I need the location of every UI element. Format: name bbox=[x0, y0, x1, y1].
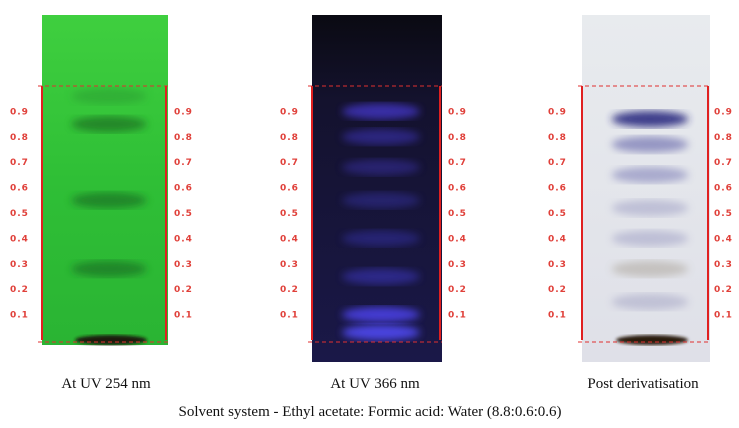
rf-label: 0.9 bbox=[280, 107, 299, 117]
rf-label: 0.6 bbox=[280, 184, 299, 194]
rf-label: 0.3 bbox=[714, 260, 733, 270]
plate bbox=[582, 15, 710, 362]
rf-label: 0.7 bbox=[174, 158, 193, 168]
band bbox=[342, 307, 420, 323]
band bbox=[342, 159, 420, 175]
band bbox=[71, 192, 147, 208]
rf-label: 0.4 bbox=[280, 234, 299, 244]
band bbox=[342, 324, 420, 340]
rf-label: 0.6 bbox=[548, 184, 567, 194]
rf-label: 0.2 bbox=[448, 285, 467, 295]
rf-label: 0.8 bbox=[10, 133, 29, 143]
figure: 0.1 0.1 0.2 0.2 0.3 0.3 0.4 0.4 0.5 0.5 0.6 0.6 0.7 0… bbox=[0, 0, 739, 428]
plate-caption: At UV 366 nm bbox=[330, 376, 420, 392]
plate-caption: Post derivatisation bbox=[587, 376, 699, 392]
band bbox=[342, 269, 420, 285]
rf-label: 0.6 bbox=[714, 184, 733, 194]
rf-label: 0.1 bbox=[10, 311, 29, 321]
rf-label: 0.8 bbox=[448, 133, 467, 143]
rf-label: 0.1 bbox=[448, 311, 467, 321]
band bbox=[612, 294, 689, 310]
rf-label: 0.8 bbox=[280, 133, 299, 143]
band bbox=[342, 192, 420, 208]
rf-label: 0.5 bbox=[448, 209, 467, 219]
rf-label: 0.5 bbox=[714, 209, 733, 219]
band bbox=[342, 230, 420, 246]
band bbox=[71, 261, 147, 277]
band bbox=[71, 88, 147, 104]
rf-label: 0.5 bbox=[174, 209, 193, 219]
origin-spot bbox=[616, 335, 688, 345]
rf-label: 0.7 bbox=[280, 158, 299, 168]
band bbox=[612, 200, 689, 216]
origin-spot bbox=[75, 335, 147, 345]
rf-label: 0.2 bbox=[280, 285, 299, 295]
rf-label: 0.3 bbox=[10, 260, 29, 270]
rf-label: 0.3 bbox=[548, 260, 567, 270]
rf-label: 0.4 bbox=[548, 234, 567, 244]
band bbox=[612, 167, 689, 183]
rf-label: 0.8 bbox=[174, 133, 193, 143]
rf-label: 0.3 bbox=[448, 260, 467, 270]
band bbox=[612, 230, 689, 246]
rf-label: 0.1 bbox=[714, 311, 733, 321]
rf-label: 0.5 bbox=[548, 209, 567, 219]
rf-label: 0.2 bbox=[174, 285, 193, 295]
rf-label: 0.9 bbox=[174, 107, 193, 117]
rf-label: 0.7 bbox=[10, 158, 29, 168]
rf-label: 0.1 bbox=[280, 311, 299, 321]
rf-label: 0.4 bbox=[714, 234, 733, 244]
rf-label: 0.3 bbox=[174, 260, 193, 270]
rf-label: 0.4 bbox=[448, 234, 467, 244]
rf-label: 0.1 bbox=[174, 311, 193, 321]
rf-label: 0.7 bbox=[448, 158, 467, 168]
rf-label: 0.9 bbox=[548, 107, 567, 117]
rf-label: 0.7 bbox=[714, 158, 733, 168]
band bbox=[342, 103, 420, 119]
rf-label: 0.9 bbox=[448, 107, 467, 117]
rf-label: 0.4 bbox=[10, 234, 29, 244]
rf-label: 0.2 bbox=[10, 285, 29, 295]
rf-label: 0.8 bbox=[714, 133, 733, 143]
rf-label: 0.9 bbox=[714, 107, 733, 117]
rf-label: 0.2 bbox=[714, 285, 733, 295]
footer: Solvent system - Ethyl acetate: Formic a… bbox=[178, 404, 561, 420]
plate bbox=[42, 15, 168, 345]
band bbox=[71, 116, 147, 132]
band bbox=[612, 136, 689, 152]
rf-label: 0.2 bbox=[548, 285, 567, 295]
band bbox=[612, 111, 689, 127]
rf-label: 0.6 bbox=[10, 184, 29, 194]
rf-label: 0.5 bbox=[280, 209, 299, 219]
rf-label: 0.4 bbox=[174, 234, 193, 244]
rf-label: 0.3 bbox=[280, 260, 299, 270]
band bbox=[612, 261, 689, 277]
rf-label: 0.9 bbox=[10, 107, 29, 117]
rf-label: 0.5 bbox=[10, 209, 29, 219]
band bbox=[342, 129, 420, 145]
plate-caption: At UV 254 nm bbox=[61, 376, 151, 392]
rf-label: 0.6 bbox=[448, 184, 467, 194]
rf-label: 0.8 bbox=[548, 133, 567, 143]
rf-label: 0.6 bbox=[174, 184, 193, 194]
rf-label: 0.1 bbox=[548, 311, 567, 321]
rf-label: 0.7 bbox=[548, 158, 567, 168]
